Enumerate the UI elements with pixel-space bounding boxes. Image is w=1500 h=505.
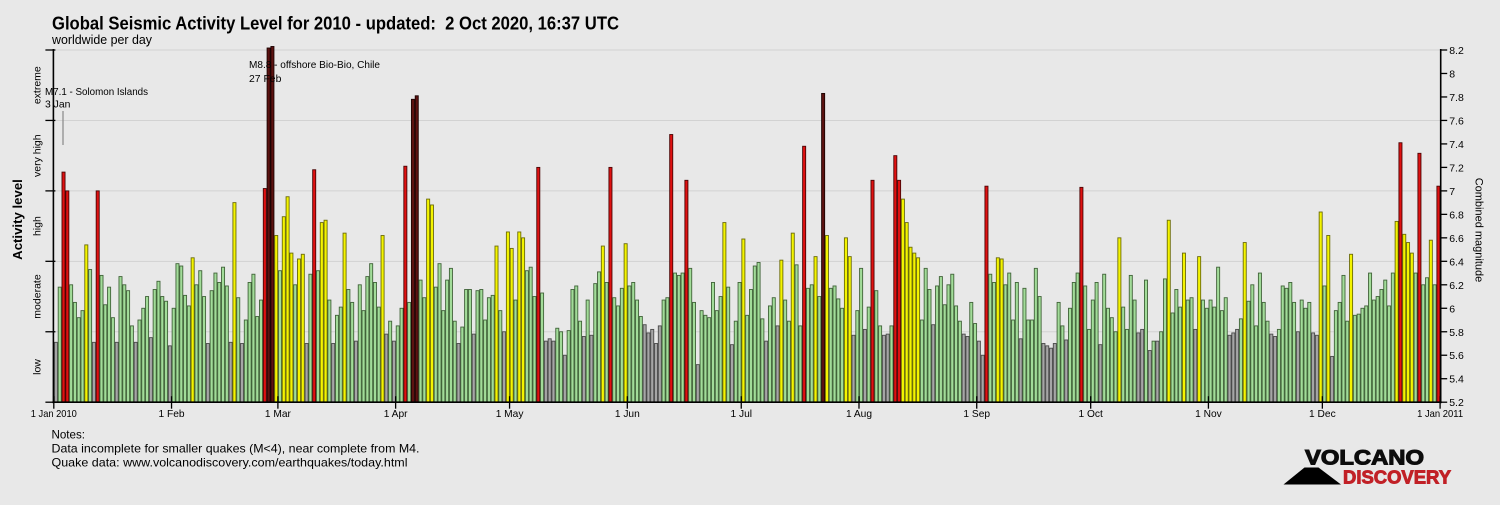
svg-text:1 Apr: 1 Apr (384, 409, 408, 420)
svg-text:1 Aug: 1 Aug (846, 409, 872, 420)
svg-text:7.4: 7.4 (1449, 139, 1464, 151)
svg-text:8: 8 (1449, 68, 1455, 80)
svg-text:moderate: moderate (31, 274, 43, 319)
svg-text:1 Nov: 1 Nov (1195, 409, 1223, 420)
svg-text:1 May: 1 May (496, 409, 525, 420)
svg-text:27 Feb: 27 Feb (249, 74, 282, 85)
svg-text:M7.1 - Solomon Islands: M7.1 - Solomon Islands (45, 87, 148, 98)
svg-text:7.2: 7.2 (1449, 162, 1464, 174)
svg-text:1 Jun: 1 Jun (615, 409, 640, 420)
svg-text:7: 7 (1449, 186, 1455, 198)
svg-text:6.4: 6.4 (1449, 256, 1464, 268)
svg-text:Quake data: www.volcanodiscove: Quake data: www.volcanodiscovery.com/ear… (52, 456, 408, 470)
svg-text:high: high (31, 216, 43, 236)
svg-text:5.4: 5.4 (1449, 374, 1464, 386)
svg-text:Global Seismic Activity Level: Global Seismic Activity Level for 2010 -… (52, 14, 619, 34)
svg-text:DISCOVERY: DISCOVERY (1343, 467, 1452, 488)
svg-text:worldwide per day: worldwide per day (51, 33, 153, 47)
svg-text:1 Dec: 1 Dec (1309, 409, 1336, 420)
svg-text:6: 6 (1449, 303, 1455, 315)
svg-text:1 Jan 2011: 1 Jan 2011 (1417, 409, 1463, 420)
svg-text:very high: very high (31, 134, 43, 177)
svg-text:VOLCANO: VOLCANO (1305, 447, 1424, 470)
svg-text:1 Oct: 1 Oct (1079, 409, 1104, 420)
svg-text:7.6: 7.6 (1449, 115, 1464, 127)
svg-text:1 Jan 2010: 1 Jan 2010 (31, 409, 77, 420)
svg-text:Notes:: Notes: (52, 428, 86, 442)
svg-text:5.6: 5.6 (1449, 350, 1464, 362)
svg-text:M8.8 - offshore Bio-Bio, Chile: M8.8 - offshore Bio-Bio, Chile (249, 60, 380, 71)
svg-text:7.8: 7.8 (1449, 92, 1464, 104)
svg-text:8.2: 8.2 (1449, 45, 1464, 57)
svg-text:Activity level: Activity level (10, 179, 25, 260)
svg-text:1 Sep: 1 Sep (963, 409, 990, 420)
svg-text:extreme: extreme (31, 66, 43, 104)
svg-text:6.2: 6.2 (1449, 280, 1464, 292)
svg-text:5.2: 5.2 (1449, 397, 1464, 409)
svg-text:1 Mar: 1 Mar (265, 409, 292, 420)
svg-text:6.8: 6.8 (1449, 209, 1464, 221)
svg-text:5.8: 5.8 (1449, 327, 1464, 339)
svg-text:3 Jan: 3 Jan (45, 100, 71, 111)
svg-text:1 Feb: 1 Feb (159, 409, 185, 420)
svg-text:low: low (31, 359, 43, 375)
svg-text:Combined magnitude: Combined magnitude (1473, 178, 1485, 283)
svg-text:6.6: 6.6 (1449, 233, 1464, 245)
svg-text:Data incomplete for smaller qu: Data incomplete for smaller quakes (M<4)… (52, 442, 420, 456)
svg-text:1 Jul: 1 Jul (730, 409, 752, 420)
